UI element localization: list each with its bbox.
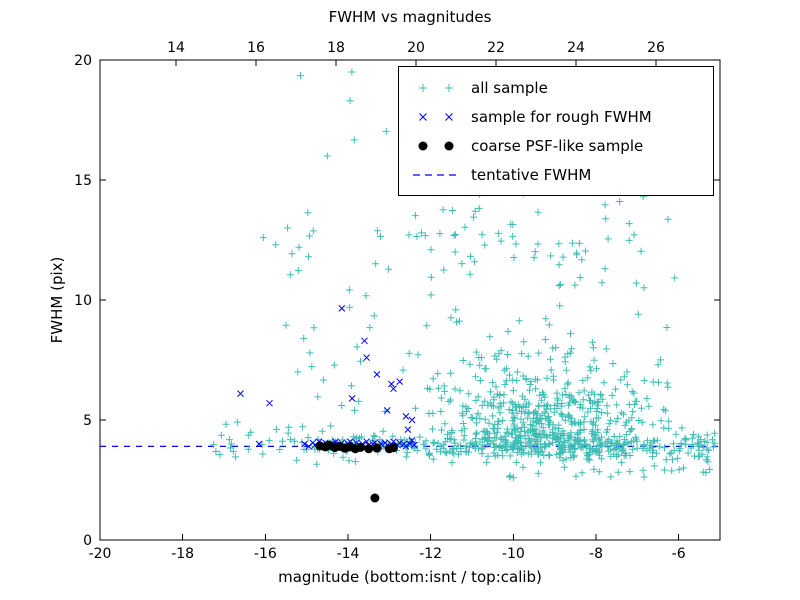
chart-title: FWHM vs magnitudes [328, 8, 492, 26]
x-tick-label: -16 [254, 546, 277, 562]
legend-marker-tentative-fwhm-icon [413, 173, 457, 176]
axis-ticks [99, 59, 720, 541]
legend-marker-rough-fwhm-icon [419, 112, 453, 121]
x-tick-label: -8 [589, 546, 603, 562]
legend-entry-psf-sample: coarse PSF-like sample [407, 131, 705, 160]
legend-label: coarse PSF-like sample [471, 136, 644, 155]
legend-label: sample for rough FWHM [471, 107, 652, 126]
top-tick-label: 18 [327, 40, 345, 56]
top-tick-label: 24 [567, 40, 585, 56]
y-tick-label: 20 [74, 53, 92, 69]
top-tick-label: 16 [247, 40, 265, 56]
legend-entry-all-sample: all sample [407, 73, 705, 102]
x-axis-label: magnitude (bottom:isnt / top:calib) [278, 568, 542, 586]
y-axis-label: FWHM (pix) [48, 256, 66, 344]
top-tick-label: 20 [407, 40, 425, 56]
legend-entry-tentative-fwhm: tentative FWHM [407, 160, 705, 189]
y-tick-label: 10 [74, 293, 92, 309]
y-tick-label: 15 [74, 173, 92, 189]
legend: all sample sample for rough FWHM coarse … [398, 66, 714, 196]
legend-marker-psf-sample-icon [418, 141, 454, 150]
x-tick-label: -12 [419, 546, 442, 562]
top-tick-label: 26 [647, 40, 665, 56]
x-tick-label: -6 [672, 546, 686, 562]
x-tick-label: -18 [171, 546, 194, 562]
top-tick-label: 22 [487, 40, 505, 56]
legend-label: tentative FWHM [471, 165, 592, 184]
x-tick-label: -14 [337, 546, 360, 562]
y-tick-label: 5 [83, 413, 92, 429]
series-coarse-psf-like-sample [315, 440, 398, 503]
x-tick-label: -10 [502, 546, 525, 562]
top-tick-label: 14 [167, 40, 185, 56]
x-tick-label: -20 [89, 546, 112, 562]
legend-entry-rough-fwhm: sample for rough FWHM [407, 102, 705, 131]
legend-marker-all-sample-icon [419, 83, 453, 92]
y-tick-label: 0 [83, 533, 92, 549]
legend-label: all sample [471, 78, 548, 97]
